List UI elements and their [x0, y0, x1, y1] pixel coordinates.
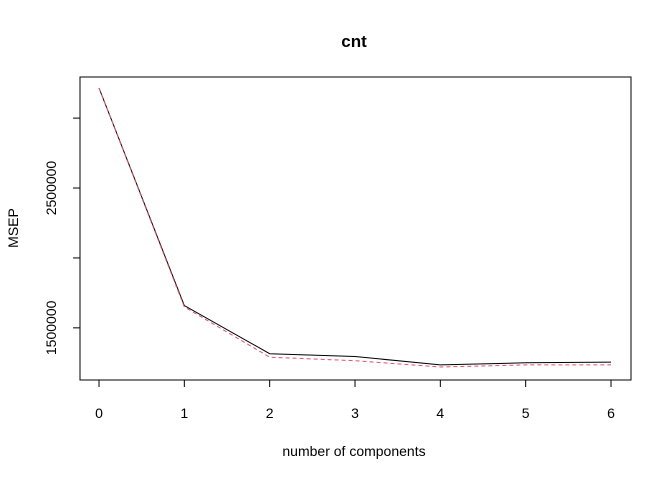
x-axis-label: number of components — [282, 443, 425, 459]
y-tick-label: 1500000 — [43, 300, 59, 355]
plot-frame — [79, 76, 632, 381]
series-line-1 — [98, 87, 612, 366]
chart-title: cnt — [341, 32, 367, 51]
y-tick-label: 2500000 — [43, 161, 59, 216]
x-axis: 0 1 2 3 4 5 6 — [95, 379, 615, 421]
series-line-2 — [98, 87, 611, 368]
y-axis: 1500000 2500000 — [43, 117, 81, 355]
series-layer — [98, 87, 612, 368]
y-axis-label: MSEP — [5, 208, 21, 248]
x-tick-label: 3 — [351, 405, 359, 421]
x-tick-label: 2 — [266, 405, 274, 421]
x-tick-label: 4 — [436, 405, 444, 421]
x-tick-label: 1 — [180, 405, 188, 421]
x-tick-label: 5 — [522, 405, 530, 421]
x-tick-label: 0 — [95, 405, 103, 421]
x-tick-label: 6 — [607, 405, 615, 421]
